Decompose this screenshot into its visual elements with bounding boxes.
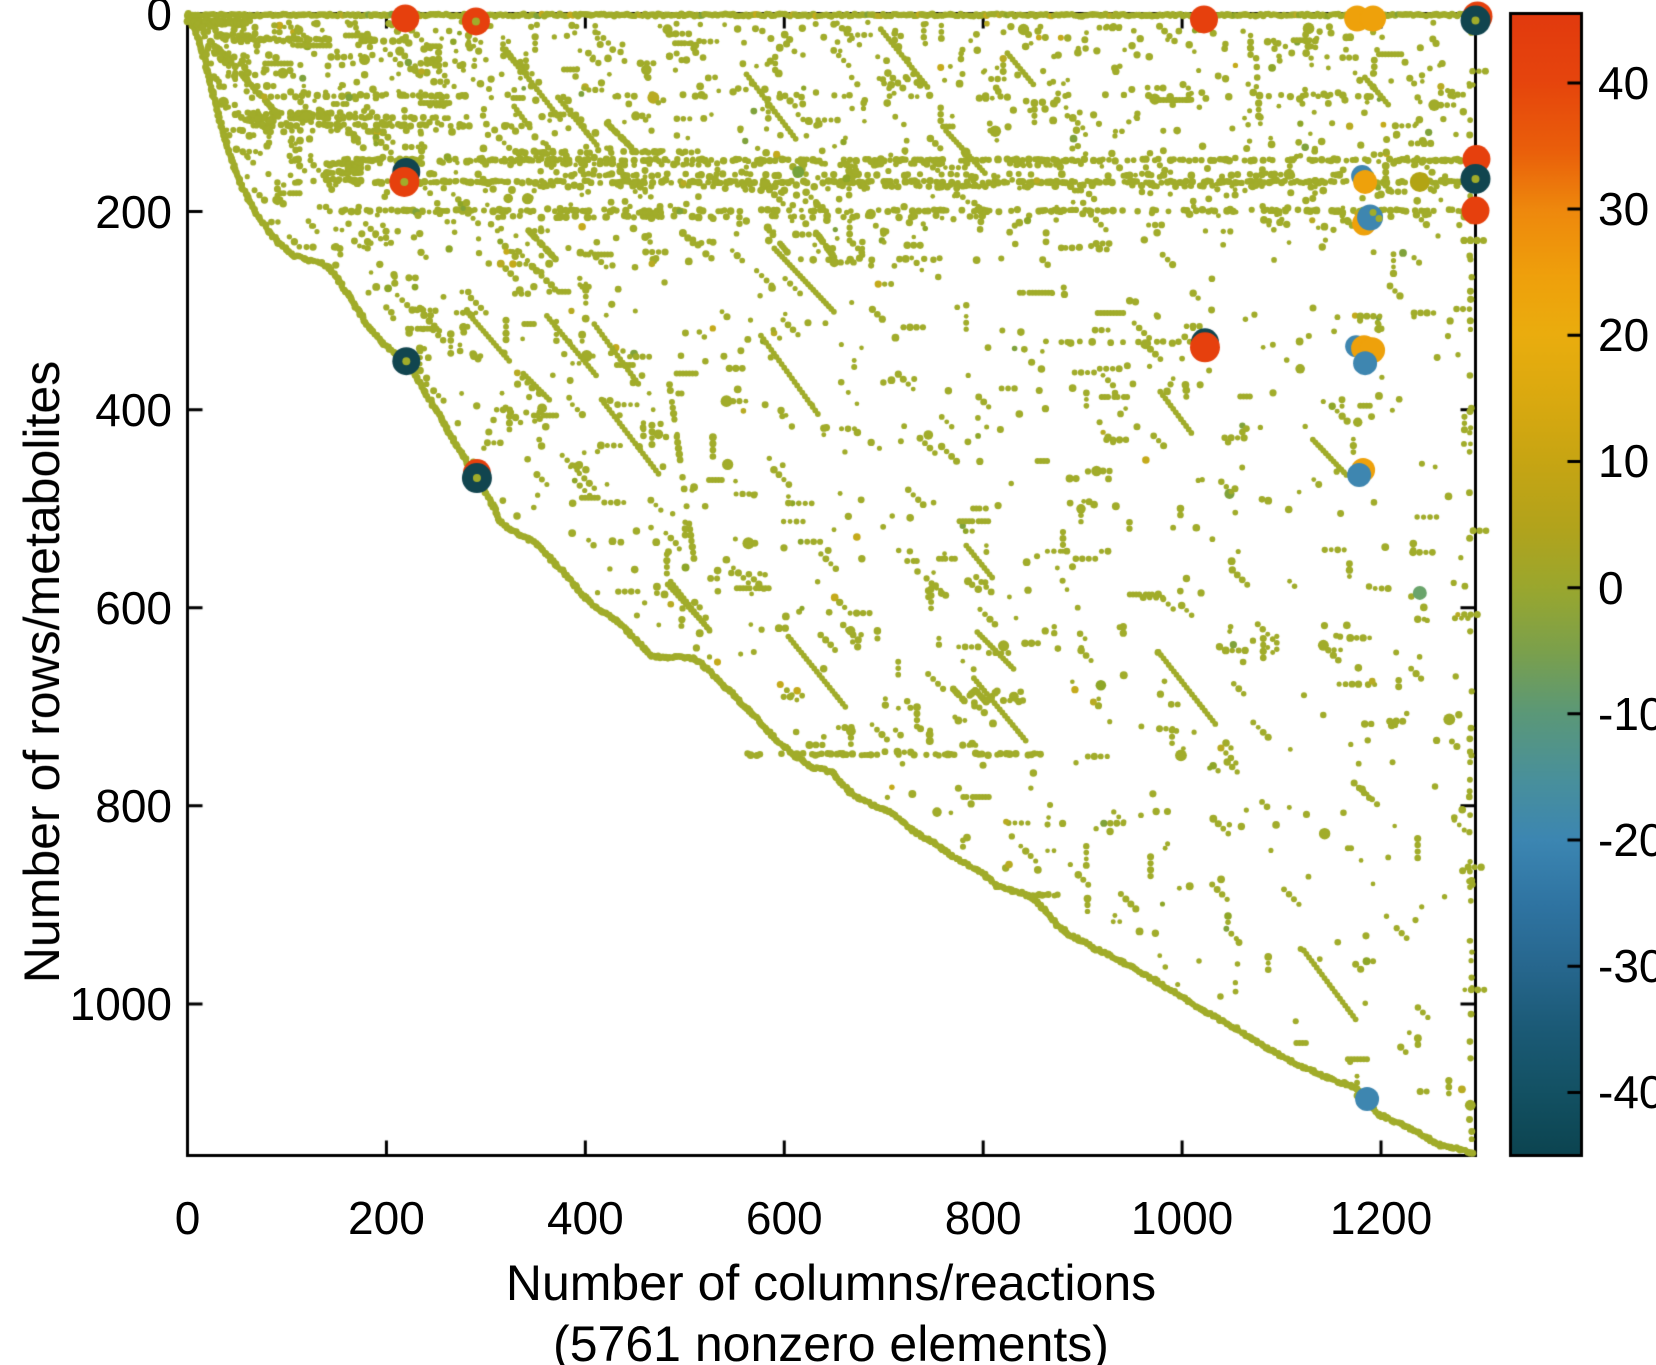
- x-tick-label: 600: [745, 1192, 823, 1244]
- colorbar-tick-label: 30: [1598, 183, 1650, 236]
- x-tick-label: 1200: [1329, 1192, 1433, 1244]
- colorbar-tick-label: 20: [1598, 309, 1650, 362]
- colorbar-tick-label: 40: [1598, 56, 1650, 109]
- x-tick-label: 800: [944, 1192, 1022, 1244]
- x-axis-label: Number of columns/reactions: [505, 1255, 1157, 1311]
- x-tick-label: 1000: [1130, 1192, 1234, 1244]
- colorbar-tick-label: -20: [1598, 814, 1656, 867]
- colorbar-tick-label: -40: [1598, 1066, 1656, 1119]
- y-tick-label: 600: [95, 581, 172, 634]
- x-tick-label: 200: [348, 1192, 425, 1244]
- x-tick-label: 400: [546, 1192, 624, 1244]
- y-tick-label: 0: [146, 0, 172, 40]
- y-tick-label: 1000: [69, 977, 172, 1030]
- x-tick-label: 0: [174, 1192, 201, 1244]
- y-tick-label: 200: [95, 185, 172, 238]
- colorbar-tick-label: 10: [1598, 435, 1650, 488]
- colorbar-tick-label: -10: [1598, 687, 1656, 740]
- y-tick-label: 400: [95, 383, 172, 436]
- colorbar-tick-label: 0: [1598, 561, 1624, 614]
- x-axis-label-note: (5761 nonzero elements): [553, 1316, 1109, 1365]
- y-axis-label: Number of rows/metabolites: [14, 360, 70, 984]
- colorbar-tick-label: -30: [1598, 940, 1656, 993]
- y-tick-label: 800: [95, 779, 172, 832]
